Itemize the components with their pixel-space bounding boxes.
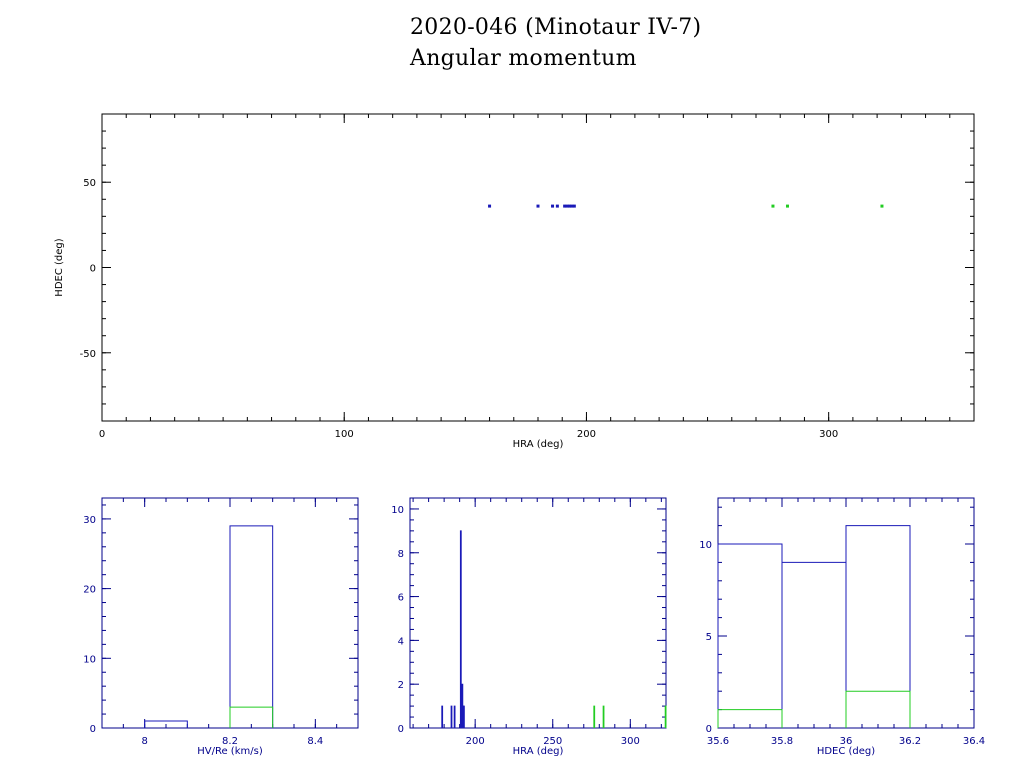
histogram-bar [441, 705, 444, 728]
x-tick-label: 300 [621, 736, 640, 747]
x-tick-label: 0 [99, 429, 105, 440]
x-tick-label: 300 [819, 429, 838, 440]
chart-title: 2020-046 (Minotaur IV-7) [410, 15, 702, 40]
y-tick-label: 0 [90, 264, 96, 275]
histogram-bar [602, 705, 605, 728]
data-point [565, 204, 569, 208]
histogram-bar [459, 530, 462, 728]
histogram-bar [845, 690, 911, 728]
y-tick-label: 4 [398, 636, 404, 647]
data-point [536, 204, 540, 208]
histogram-bar [144, 720, 188, 728]
y-tick-label: 20 [83, 585, 96, 596]
histogram-bar [717, 543, 783, 728]
x-tick-label: 36.2 [899, 736, 921, 747]
histogram-bar [229, 525, 274, 728]
histogram-bar [717, 709, 783, 728]
x-tick-label: 200 [466, 736, 485, 747]
y-tick-label: 10 [699, 540, 712, 551]
x-axis-label: HDEC (deg) [817, 746, 875, 757]
y-tick-label: 6 [398, 593, 404, 604]
histogram-bar [450, 705, 453, 728]
data-point [567, 204, 571, 208]
plot-frame [409, 497, 667, 729]
y-tick-label: 5 [706, 632, 712, 643]
histogram-bar [453, 705, 456, 728]
data-point [880, 204, 884, 208]
x-axis-label: HRA (deg) [513, 439, 564, 450]
histogram-bar [463, 705, 465, 728]
x-tick-label: 250 [543, 736, 562, 747]
x-axis-label: HV/Re (km/s) [197, 746, 263, 757]
histogram-bar [845, 525, 911, 728]
data-point [785, 204, 789, 208]
data-point [771, 204, 775, 208]
x-tick-label: 8 [141, 736, 147, 747]
y-tick-label: 0 [90, 724, 96, 735]
y-tick-label: 10 [83, 654, 96, 665]
x-tick-label: 35.8 [771, 736, 793, 747]
data-point [551, 204, 555, 208]
x-tick-label: 200 [577, 429, 596, 440]
x-tick-label: 8.2 [222, 736, 238, 747]
y-tick-label: 30 [83, 515, 96, 526]
y-tick-label: 10 [391, 505, 404, 516]
histogram-bar [593, 705, 596, 728]
y-tick-label: 2 [398, 680, 404, 691]
histogram-bar [229, 706, 274, 728]
y-tick-label: -50 [80, 349, 96, 360]
data-point [555, 204, 559, 208]
y-axis-label: HDEC (deg) [54, 238, 65, 296]
x-tick-label: 35.6 [707, 736, 729, 747]
x-tick-label: 36 [840, 736, 853, 747]
x-tick-label: 36.4 [963, 736, 985, 747]
y-tick-label: 8 [398, 549, 404, 560]
chart-subtitle: Angular momentum [410, 46, 637, 71]
histogram-bar [781, 561, 847, 728]
histogram-bar [664, 705, 667, 728]
y-tick-label: 0 [398, 724, 404, 735]
x-tick-label: 8.4 [307, 736, 323, 747]
y-tick-label: 0 [706, 724, 712, 735]
y-tick-label: 50 [83, 178, 96, 189]
data-point [572, 204, 576, 208]
x-tick-label: 100 [335, 429, 354, 440]
data-point [488, 204, 492, 208]
plot-frame [101, 113, 975, 422]
data-point [563, 204, 567, 208]
data-point [570, 204, 574, 208]
x-axis-label: HRA (deg) [513, 746, 564, 757]
